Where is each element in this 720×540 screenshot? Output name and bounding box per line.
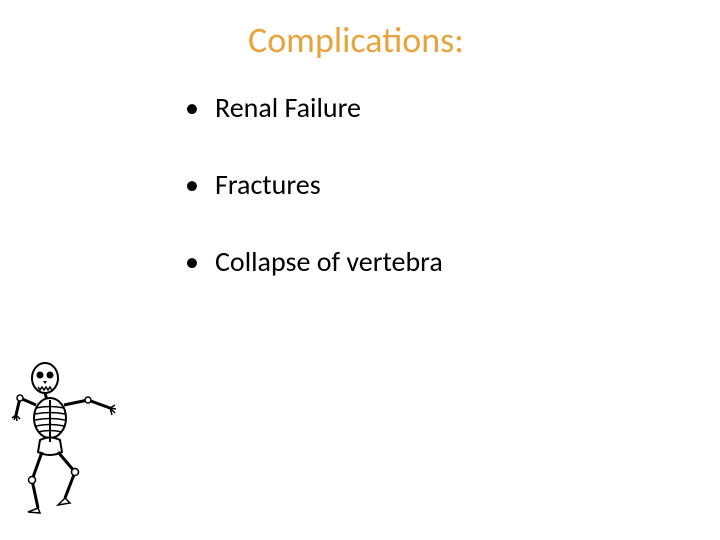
skeleton-icon (10, 360, 120, 520)
slide-title: Complications: (248, 18, 464, 62)
bullet-item: Collapse of vertebra (185, 244, 443, 279)
bullet-item: Fractures (185, 167, 443, 202)
bullet-item: Renal Failure (185, 90, 443, 125)
slide-container: Complications: Renal Failure Fractures C… (0, 0, 720, 540)
bullet-text: Renal Failure (215, 90, 361, 125)
bullet-text: Fractures (215, 167, 321, 202)
bullet-list: Renal Failure Fractures Collapse of vert… (185, 90, 443, 321)
bullet-text: Collapse of vertebra (215, 244, 443, 279)
